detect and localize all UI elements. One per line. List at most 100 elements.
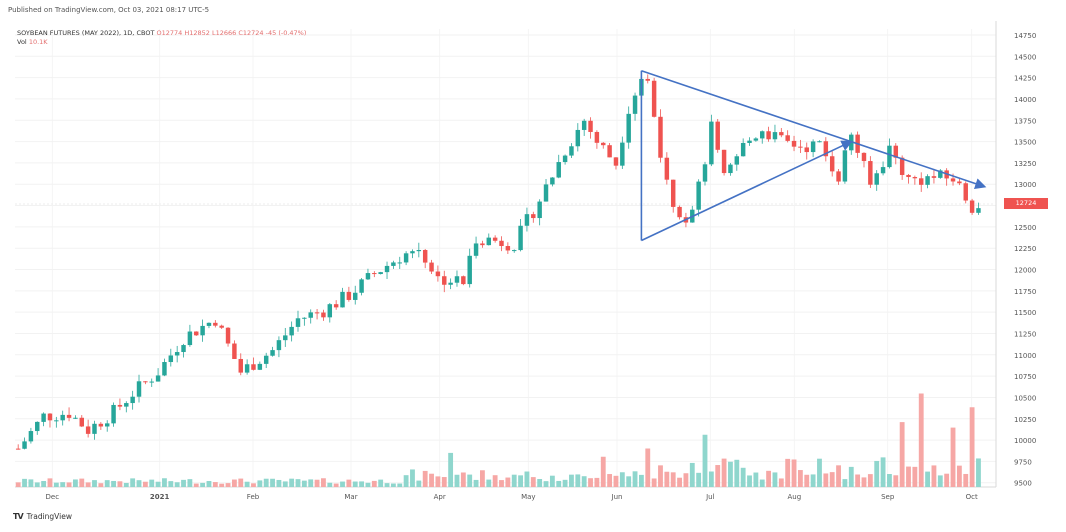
volume-bar: [918, 393, 924, 487]
volume-bar: [632, 471, 638, 487]
volume-bar: [301, 480, 307, 487]
candle-body: [359, 279, 364, 293]
x-tick-label: Jul: [705, 493, 715, 501]
volume-bar: [66, 482, 72, 487]
candle-body: [442, 276, 447, 285]
volume-bar: [511, 474, 517, 487]
candle-body: [174, 352, 180, 356]
candle-body: [54, 420, 59, 422]
volume-bar: [346, 479, 352, 487]
x-tick-labels: Dec 2021 Feb Mar Apr May Jun Jul Aug Sep Oct: [46, 493, 978, 501]
volume-bar: [670, 472, 676, 487]
volume-bar: [454, 474, 460, 487]
volume-bar: [861, 477, 867, 487]
volume-bar: [181, 479, 186, 487]
candle-body: [333, 304, 339, 308]
volume-bar: [111, 480, 116, 487]
candle-body: [92, 423, 97, 434]
volume-bar: [174, 482, 180, 487]
volume-bar: [753, 472, 759, 487]
candle-body: [353, 292, 358, 300]
volume-bar: [766, 470, 772, 487]
candle-body: [575, 129, 581, 147]
candle-body: [321, 312, 326, 318]
volume-bar: [874, 460, 880, 487]
volume-bar: [162, 478, 167, 487]
candle-body: [181, 345, 186, 353]
candle-body: [79, 417, 85, 427]
candle-body: [467, 255, 472, 285]
volume-bar: [98, 483, 104, 487]
candle-body: [912, 177, 918, 179]
candle-body: [35, 421, 40, 432]
candle-body: [130, 396, 135, 404]
candle-body: [899, 157, 905, 175]
volume-bar: [365, 482, 371, 487]
volume-bar: [270, 478, 275, 487]
x-tick-label: Mar: [344, 493, 357, 501]
volume-bar: [85, 482, 91, 487]
ohlc-values: O12774 H12852 L12666 C12724 -45 (-0.47%): [156, 29, 307, 37]
volume-bar: [524, 471, 530, 487]
volume-bar: [60, 482, 66, 487]
volume-bar: [15, 482, 21, 487]
candle-body: [804, 147, 809, 153]
volume-bar: [403, 475, 409, 487]
y-tick-label: 11000: [1014, 352, 1036, 360]
volume-bar: [658, 465, 663, 487]
candle-body: [187, 331, 193, 346]
volume-bar: [435, 476, 441, 487]
y-tick-label: 10500: [1014, 394, 1036, 402]
candle-body: [461, 276, 466, 285]
volume-bar: [810, 474, 816, 487]
volume-bar: [473, 479, 479, 487]
candle-body: [620, 142, 625, 166]
volume-bar: [696, 472, 702, 487]
candle-body: [817, 141, 822, 143]
volume-bar: [225, 483, 231, 487]
volume-bar: [772, 472, 778, 487]
candle-body: [938, 170, 943, 178]
volume-bar: [740, 467, 746, 487]
candle-body: [251, 364, 256, 370]
volume-bar: [390, 483, 396, 487]
candle-body: [918, 178, 924, 185]
candle-body: [976, 208, 981, 213]
volume-bar: [645, 448, 651, 487]
candle-body: [136, 381, 142, 397]
y-tick-label: 13000: [1014, 181, 1036, 189]
volume-bar: [467, 474, 473, 487]
candle-body: [73, 417, 78, 419]
published-line: Published on TradingView.com, Oct 03, 20…: [8, 6, 210, 14]
volume-value: 10.1K: [28, 38, 48, 46]
volume-bar: [219, 483, 225, 487]
volume-bar: [117, 481, 123, 487]
candle-body: [874, 173, 879, 185]
candle-body: [887, 145, 892, 168]
volume-bar: [976, 458, 981, 487]
volume-bar: [28, 479, 34, 487]
volume-bar: [441, 477, 447, 487]
volume-bar: [187, 479, 193, 487]
volume-bar: [92, 480, 97, 487]
candle-body: [384, 265, 390, 273]
volume-bar: [480, 470, 485, 487]
volume-bar: [829, 472, 835, 487]
y-tick-label: 11250: [1014, 330, 1036, 338]
candle-body: [378, 272, 383, 275]
tradingview-brand: TradingView: [26, 512, 72, 521]
candle-body: [104, 423, 110, 427]
trendline[interactable]: [641, 70, 987, 190]
x-tick-label: May: [521, 493, 535, 501]
symbol-title: SOYBEAN FUTURES (MAY 2022), 1D, CBOT: [17, 29, 155, 37]
candlestick-chart[interactable]: 14750 14500 14250 14000 13750 13500 13250 13000…: [0, 21, 1066, 511]
volume-bar: [378, 479, 384, 487]
candle-body: [499, 240, 504, 247]
trendline[interactable]: [641, 140, 853, 242]
candle-body: [257, 363, 263, 370]
trendline-annotations: [640, 70, 987, 242]
volume-bar: [937, 475, 943, 487]
candle-body: [791, 140, 797, 147]
volume-bar: [499, 480, 504, 487]
candle-body: [117, 404, 123, 407]
